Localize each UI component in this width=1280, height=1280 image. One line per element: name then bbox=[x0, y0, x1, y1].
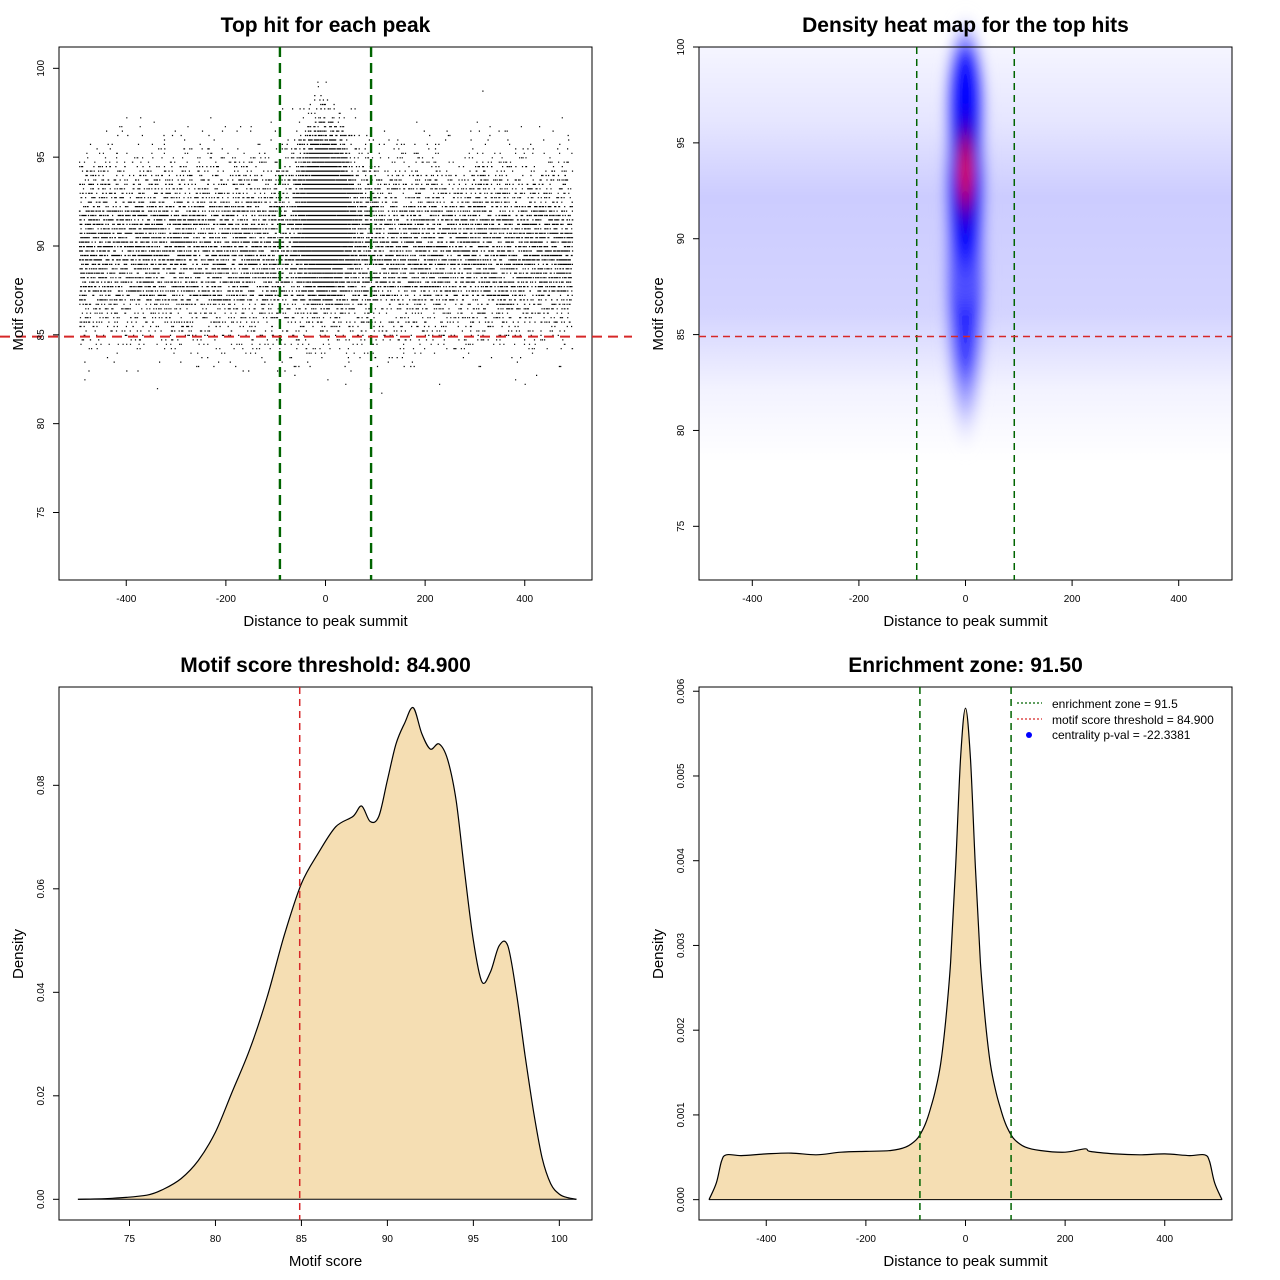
x-tick-label: 0 bbox=[963, 594, 969, 605]
y-tick-label: 0.04 bbox=[36, 982, 47, 1002]
chart-title: Motif score threshold: 84.900 bbox=[180, 654, 471, 677]
x-tick-label: 80 bbox=[210, 1234, 222, 1245]
y-tick-label: 0.06 bbox=[36, 879, 47, 899]
distance-density-plot-area: -400 -200 0 200 400 0.000 0.001 0.002 0.003 0.004… bbox=[676, 678, 1233, 1245]
x-tick-label: 85 bbox=[296, 1234, 308, 1245]
heatmap-panel: -400 -200 0 200 400 75 80 85 90 95 100 Density hea… bbox=[650, 8, 1233, 630]
x-tick-label: 400 bbox=[516, 594, 533, 605]
y-tick-label: 0.000 bbox=[676, 1187, 687, 1212]
x-tick-label: 200 bbox=[1064, 594, 1081, 605]
scatter-points bbox=[78, 81, 574, 394]
x-axis-label: Distance to peak summit bbox=[883, 1253, 1048, 1270]
distance-density-panel: -400 -200 0 200 400 0.000 0.001 0.002 0.003 0.004… bbox=[650, 654, 1233, 1270]
plot-frame bbox=[58, 686, 593, 1221]
y-tick-label: 0.003 bbox=[676, 933, 687, 958]
chart-title: Density heat map for the top hits bbox=[802, 14, 1129, 37]
y-tick-label: 0.08 bbox=[36, 775, 47, 795]
x-tick-label: 400 bbox=[1156, 1234, 1173, 1245]
y-axis-label: Motif score bbox=[650, 277, 667, 350]
x-tick-label: 200 bbox=[1057, 1234, 1074, 1245]
legend-point-centrality bbox=[1026, 732, 1032, 738]
x-axis-label: Distance to peak summit bbox=[883, 613, 1048, 630]
y-tick-label: 95 bbox=[676, 137, 687, 149]
x-tick-label: -200 bbox=[216, 594, 236, 605]
legend: enrichment zone = 91.5 motif score thres… bbox=[1017, 697, 1214, 742]
x-tick-label: -200 bbox=[856, 1234, 876, 1245]
density-curve bbox=[77, 707, 577, 1200]
density-core bbox=[952, 94, 979, 249]
density-column bbox=[940, 8, 991, 460]
y-tick-label: 90 bbox=[36, 240, 47, 252]
density-curve bbox=[708, 707, 1223, 1200]
y-tick-label: 80 bbox=[36, 418, 47, 430]
x-tick-label: 75 bbox=[124, 1234, 136, 1245]
y-tick-label: 0.006 bbox=[676, 678, 687, 703]
y-tick-label: 100 bbox=[36, 60, 47, 77]
y-tick-label: 0.004 bbox=[676, 848, 687, 873]
score-density-panel: 75 80 85 90 95 100 0.00 0.02 0.04 0.06 0.08 Motif … bbox=[10, 654, 593, 1270]
chart-title: Enrichment zone: 91.50 bbox=[848, 654, 1083, 677]
x-tick-label: 90 bbox=[382, 1234, 394, 1245]
x-tick-label: 100 bbox=[551, 1234, 568, 1245]
chart-title: Top hit for each peak bbox=[221, 14, 431, 37]
y-tick-label: 85 bbox=[36, 329, 47, 341]
scatter-panel: -400 -200 0 200 400 75 80 85 90 95 100 Top hit for… bbox=[0, 14, 632, 630]
x-tick-label: 200 bbox=[417, 594, 434, 605]
y-axis-label: Motif score bbox=[10, 277, 27, 350]
y-tick-label: 0.001 bbox=[676, 1102, 687, 1127]
x-tick-label: -400 bbox=[116, 594, 136, 605]
y-axis-label: Density bbox=[650, 928, 667, 979]
x-tick-label: 400 bbox=[1170, 594, 1187, 605]
legend-label-threshold: motif score threshold = 84.900 bbox=[1052, 713, 1214, 727]
density-area bbox=[77, 707, 577, 1200]
y-tick-label: 90 bbox=[676, 233, 687, 245]
x-tick-label: 0 bbox=[963, 1234, 969, 1245]
x-tick-label: 0 bbox=[323, 594, 329, 605]
x-tick-label: -200 bbox=[849, 594, 869, 605]
density-area bbox=[709, 708, 1222, 1200]
legend-label-enrichment: enrichment zone = 91.5 bbox=[1052, 697, 1178, 711]
y-tick-label: 95 bbox=[36, 151, 47, 163]
x-tick-label: 95 bbox=[468, 1234, 480, 1245]
y-tick-label: 0.02 bbox=[36, 1086, 47, 1106]
x-axis-label: Motif score bbox=[289, 1253, 362, 1270]
x-axis-label: Distance to peak summit bbox=[243, 613, 408, 630]
y-tick-label: 75 bbox=[36, 506, 47, 518]
y-tick-label: 0.005 bbox=[676, 763, 687, 788]
y-tick-label: 100 bbox=[676, 38, 687, 55]
y-tick-label: 0.00 bbox=[36, 1189, 47, 1209]
heatmap-plot-area: -400 -200 0 200 400 75 80 85 90 95 100 bbox=[676, 8, 1233, 605]
x-tick-label: -400 bbox=[756, 1234, 776, 1245]
y-tick-label: 80 bbox=[676, 424, 687, 436]
y-tick-label: 0.002 bbox=[676, 1017, 687, 1042]
y-axis-label: Density bbox=[10, 928, 27, 979]
x-tick-label: -400 bbox=[742, 594, 762, 605]
scatter-plot-area: -400 -200 0 200 400 75 80 85 90 95 100 bbox=[0, 46, 632, 605]
y-tick-label: 75 bbox=[676, 520, 687, 532]
y-tick-label: 85 bbox=[676, 329, 687, 341]
score-density-plot-area: 75 80 85 90 95 100 0.00 0.02 0.04 0.06 0.08 bbox=[36, 686, 593, 1245]
legend-label-centrality: centrality p-val = -22.3381 bbox=[1052, 728, 1191, 742]
